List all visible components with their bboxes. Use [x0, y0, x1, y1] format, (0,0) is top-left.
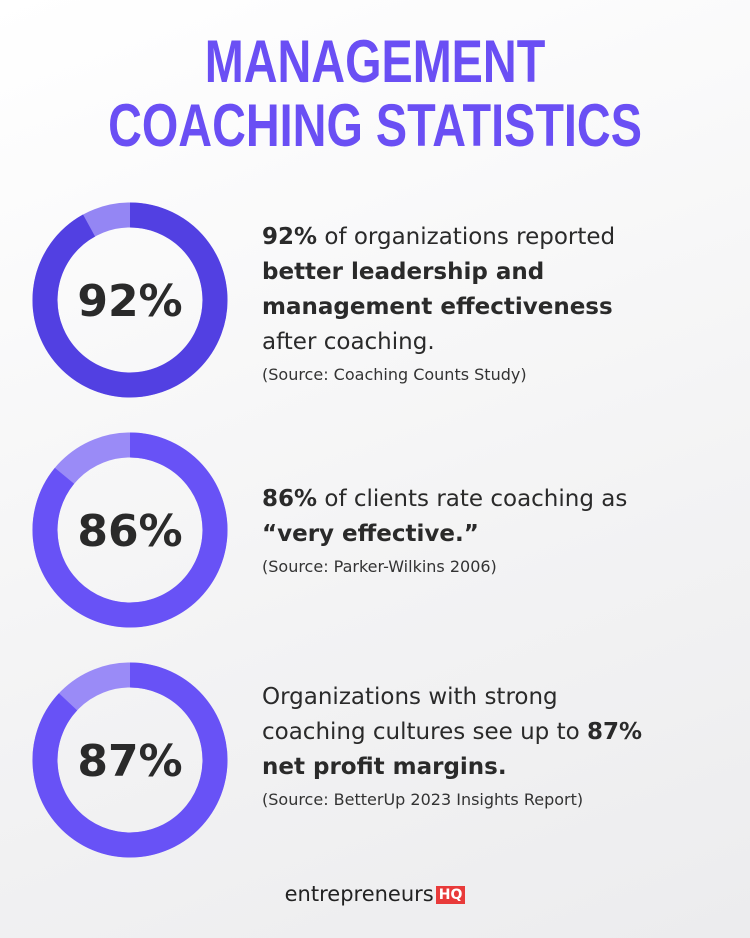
stat-text: 86% of clients rate coaching as “very eff…: [262, 482, 742, 582]
bold-text: 87%: [587, 719, 643, 745]
ring-value: [32, 202, 228, 398]
stat: 86% 86% of clients rate coaching as “very …: [0, 432, 750, 632]
title-line: MANAGEMENT: [204, 28, 546, 95]
text-line: after coaching.: [262, 325, 742, 360]
text-line: 92% of organizations reported: [262, 220, 742, 255]
ring-label: 87%: [77, 736, 182, 787]
bold-text: 92%: [262, 224, 318, 250]
bold-text: “very effective.”: [262, 521, 479, 547]
stat: 87% Organizations with strong coaching cul…: [0, 662, 750, 862]
donut: 87%: [32, 662, 228, 858]
title: MANAGEMENT COACHING STATISTICS: [0, 30, 750, 158]
text-line: better leadership and: [262, 255, 742, 290]
text-line: coaching cultures see up to 87%: [262, 715, 742, 750]
text: Organizations with strong: [262, 684, 558, 710]
bold-text: better leadership and: [262, 259, 545, 285]
donut: 86%: [32, 432, 228, 628]
text-line: Organizations with strong: [262, 680, 742, 715]
logo: entrepreneurs HQ: [0, 882, 750, 906]
stat-text: 92% of organizations reported better lead…: [262, 220, 742, 390]
source: (Source: Coaching Counts Study): [262, 365, 527, 384]
donut: 92%: [32, 202, 228, 398]
bold-text: management effectiveness: [262, 294, 613, 320]
ring-label: 92%: [77, 276, 182, 327]
text: of clients rate coaching as: [317, 486, 628, 512]
text: coaching cultures see up to: [262, 719, 587, 745]
ring-value: [32, 662, 228, 858]
text: of organizations reported: [317, 224, 616, 250]
text-line: net profit margins.: [262, 750, 742, 785]
logo-badge: HQ: [435, 886, 466, 904]
ring-label: 86%: [77, 506, 182, 557]
text: after coaching.: [262, 329, 435, 355]
stat-text: Organizations with strong coaching cultur…: [262, 680, 742, 815]
bold-text: net profit margins.: [262, 754, 507, 780]
source: (Source: Parker-Wilkins 2006): [262, 557, 497, 576]
title-line: COACHING STATISTICS: [108, 92, 642, 159]
text-line: 86% of clients rate coaching as: [262, 482, 742, 517]
ring-value: [32, 432, 228, 628]
bold-text: 86%: [262, 486, 318, 512]
text-line: management effectiveness: [262, 290, 742, 325]
stat: 92% 92% of organizations reported better l…: [0, 202, 750, 402]
text-line: “very effective.”: [262, 517, 742, 552]
source: (Source: BetterUp 2023 Insights Report): [262, 790, 584, 809]
logo-text: entrepreneurs: [284, 882, 434, 906]
